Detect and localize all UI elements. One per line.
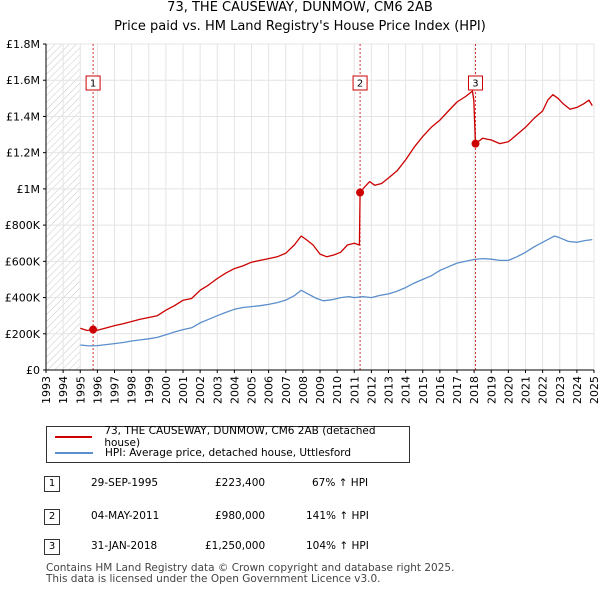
sale-label-box bbox=[85, 75, 101, 91]
price-chart: 1 2 3 £0 £200K £400K £600K £800K £1M £1.2M £1.4M £1… bbox=[5, 38, 600, 404]
sale-price: £1,250,000 bbox=[205, 540, 266, 552]
sale-point bbox=[89, 325, 98, 334]
x-tick-label: 2012 bbox=[365, 376, 378, 404]
x-tick-label: 2006 bbox=[263, 376, 276, 404]
sale-label-box bbox=[352, 75, 368, 91]
sale-label-box bbox=[467, 75, 483, 91]
legend-item-hpi: HPI: Average price, detached house, Uttl… bbox=[55, 446, 351, 460]
y-tick-label: £1.6M bbox=[6, 74, 40, 87]
y-tick-label: £0 bbox=[26, 364, 40, 377]
chart-subtitle: Price paid vs. HM Land Registry's House … bbox=[114, 19, 486, 34]
legend-line-hpi bbox=[55, 452, 93, 454]
x-tick-label: 2001 bbox=[177, 376, 190, 404]
x-tick-label: 2002 bbox=[194, 376, 207, 404]
sale-price: £223,400 bbox=[215, 477, 266, 489]
y-tick-label: £200K bbox=[5, 328, 41, 341]
y-tick-label: £1.4M bbox=[6, 110, 40, 123]
x-tick-label: 2008 bbox=[297, 376, 310, 404]
sale-hpi: 67% ↑ HPI bbox=[312, 477, 369, 489]
x-tick-label: 1998 bbox=[126, 376, 139, 404]
x-tick-label: 2022 bbox=[537, 376, 550, 404]
x-tick-label: 2007 bbox=[280, 376, 293, 404]
legend: 73, THE CAUSEWAY, DUNMOW, CM6 2AB (detac… bbox=[46, 425, 410, 463]
x-tick-label: 2015 bbox=[417, 376, 430, 404]
x-tick-label: 2010 bbox=[331, 376, 344, 404]
x-tick-label: 2018 bbox=[468, 376, 481, 404]
sale-badge: 3 bbox=[44, 539, 60, 555]
sale-hpi: 104% ↑ HPI bbox=[306, 540, 369, 552]
sale-date: 04-MAY-2011 bbox=[91, 510, 160, 522]
sale-badge: 2 bbox=[44, 509, 60, 525]
x-tick-label: 2004 bbox=[228, 376, 241, 404]
x-tick-label: 2024 bbox=[571, 376, 584, 404]
hpi-line bbox=[80, 235, 593, 347]
sale-hpi: 141% ↑ HPI bbox=[306, 510, 369, 522]
y-tick-label: £1.8M bbox=[6, 38, 40, 51]
x-tick-label: 2009 bbox=[314, 376, 327, 404]
y-tick-label: £800K bbox=[5, 219, 41, 232]
x-tick-label: 1994 bbox=[57, 376, 70, 404]
x-tick-label: 1995 bbox=[74, 376, 87, 404]
sale-badge: 1 bbox=[44, 476, 60, 492]
x-tick-label: 2005 bbox=[246, 376, 259, 404]
x-tick-label: 2014 bbox=[400, 376, 413, 404]
sale-date: 31-JAN-2018 bbox=[91, 540, 158, 552]
x-tick-label: 2003 bbox=[211, 376, 224, 404]
x-tick-label: 1997 bbox=[109, 376, 122, 404]
sale-price: £980,000 bbox=[215, 510, 266, 522]
y-tick-label: £600K bbox=[5, 255, 41, 268]
x-tick-label: 2019 bbox=[485, 376, 498, 404]
x-tick-label: 2000 bbox=[160, 376, 173, 404]
sale-point bbox=[356, 188, 365, 197]
sale-label-text: 2 bbox=[357, 79, 363, 90]
y-tick-label: £1M bbox=[17, 183, 41, 196]
property-line bbox=[80, 90, 593, 332]
x-tick-label: 2025 bbox=[588, 376, 600, 404]
legend-line-property bbox=[55, 436, 93, 438]
x-tick-label: 2013 bbox=[383, 376, 396, 404]
x-tick-label: 2021 bbox=[520, 376, 533, 404]
legend-item-property: 73, THE CAUSEWAY, DUNMOW, CM6 2AB (detac… bbox=[55, 425, 409, 449]
sale-label-text: 1 bbox=[90, 79, 96, 90]
chart-title: 73, THE CAUSEWAY, DUNMOW, CM6 2AB bbox=[167, 0, 433, 15]
sale-label-text: 3 bbox=[472, 79, 478, 90]
x-tick-label: 1999 bbox=[143, 376, 156, 404]
y-tick-label: £1.2M bbox=[6, 147, 40, 160]
y-tick-label: £400K bbox=[5, 292, 41, 305]
x-tick-label: 2023 bbox=[554, 376, 567, 404]
x-tick-label: 2017 bbox=[451, 376, 464, 404]
x-tick-label: 1993 bbox=[40, 376, 53, 404]
footer-licence: This data is licensed under the Open Gov… bbox=[46, 573, 381, 585]
x-tick-label: 1996 bbox=[91, 376, 104, 404]
sale-point bbox=[471, 139, 480, 148]
x-tick-label: 2016 bbox=[434, 376, 447, 404]
footer-copyright: Contains HM Land Registry data © Crown c… bbox=[46, 562, 455, 574]
sale-date: 29-SEP-1995 bbox=[91, 477, 159, 489]
legend-label-property: 73, THE CAUSEWAY, DUNMOW, CM6 2AB (detac… bbox=[104, 425, 376, 449]
x-tick-label: 2020 bbox=[502, 376, 515, 404]
legend-label-hpi: HPI: Average price, detached house, Uttl… bbox=[105, 447, 352, 459]
x-tick-label: 2011 bbox=[348, 376, 361, 404]
